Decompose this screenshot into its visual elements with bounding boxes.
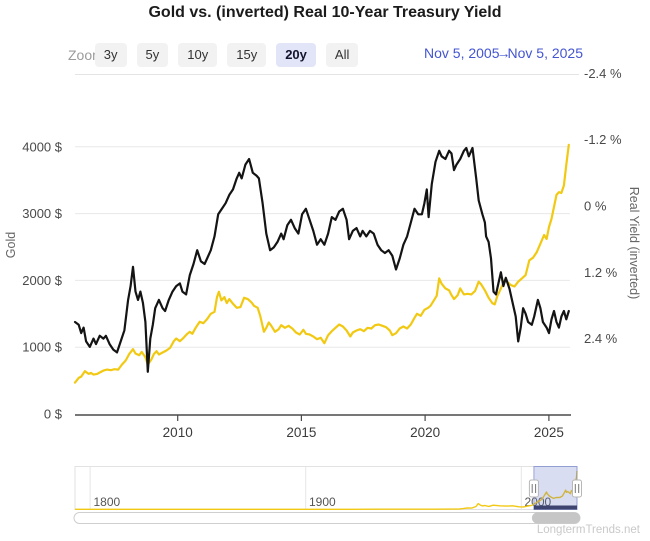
range-button-5y[interactable]: 5y xyxy=(136,43,169,67)
navigator-selection-bottom-bar xyxy=(533,505,577,510)
scrollbar-track[interactable] xyxy=(73,512,581,524)
left-tick-label: 1000 $ xyxy=(22,340,63,355)
date-to[interactable]: Nov 5, 2025 xyxy=(507,45,584,61)
scrollbar[interactable] xyxy=(73,512,581,524)
navigator-gridlines xyxy=(89,466,522,510)
navigator-series-line xyxy=(75,470,578,510)
x-axis xyxy=(75,414,571,421)
toolbar-separator xyxy=(75,74,579,75)
gold-series-line[interactable] xyxy=(73,143,570,384)
left-tick-label: 4000 $ xyxy=(22,139,63,154)
navigator-selected-range[interactable] xyxy=(533,466,578,510)
nav-tick-label: 1900 xyxy=(309,495,336,509)
navigator-handle-left[interactable] xyxy=(528,479,539,498)
range-button-3y[interactable]: 3y xyxy=(94,43,127,67)
left-tick-label: 0 $ xyxy=(44,407,63,422)
range-button-15y[interactable]: 15y xyxy=(227,43,267,67)
left-axis-title: Gold xyxy=(4,232,18,258)
x-axis-labels: 2010 2015 2020 2025 xyxy=(163,425,564,440)
navigator-handle-right[interactable] xyxy=(572,479,582,498)
right-tick-label: -2.4 % xyxy=(584,66,622,81)
range-buttons: 3y 5y 10y 15y 20y All xyxy=(94,43,359,67)
right-tick-label: 1.2 % xyxy=(584,265,618,280)
range-toolbar: Zoom 3y 5y 10y 15y 20y All xyxy=(68,42,359,68)
range-button-20y[interactable]: 20y xyxy=(276,43,316,67)
left-tick-label: 2000 $ xyxy=(22,273,63,288)
navigator-labels: 1800 1900 2000 xyxy=(94,495,552,509)
range-button-all[interactable]: All xyxy=(325,43,359,67)
watermark-link[interactable]: LongtermTrends.net xyxy=(536,524,640,536)
date-range: Nov 5, 2005→Nov 5, 2025 xyxy=(424,45,583,61)
real-yield-series-line[interactable] xyxy=(73,146,570,373)
x-tick-label: 2015 xyxy=(286,425,316,440)
x-tick-label: 2025 xyxy=(534,425,564,440)
x-tick-label: 2010 xyxy=(163,425,193,440)
right-tick-label: 0 % xyxy=(584,199,607,214)
left-axis-labels: 0 $ 1000 $ 2000 $ 3000 $ 4000 $ xyxy=(22,139,63,421)
right-axis-labels: -2.4 % -1.2 % 0 % 1.2 % 2.4 % xyxy=(584,66,622,346)
nav-tick-label: 1800 xyxy=(94,495,121,509)
page-title: Gold vs. (inverted) Real 10-Year Treasur… xyxy=(148,4,502,21)
range-button-10y[interactable]: 10y xyxy=(178,43,218,67)
date-arrow-icon: → xyxy=(496,45,511,61)
gridlines xyxy=(75,146,570,348)
x-tick-label: 2020 xyxy=(410,425,440,440)
right-axis-title: Real Yield (inverted) xyxy=(627,187,641,300)
scrollbar-thumb[interactable] xyxy=(531,512,580,524)
date-from[interactable]: Nov 5, 2005 xyxy=(424,45,500,61)
right-tick-label: 2.4 % xyxy=(584,331,618,346)
navigator[interactable]: 1800 1900 2000 xyxy=(74,466,582,510)
left-tick-label: 3000 $ xyxy=(22,206,63,221)
right-tick-label: -1.2 % xyxy=(584,132,622,147)
